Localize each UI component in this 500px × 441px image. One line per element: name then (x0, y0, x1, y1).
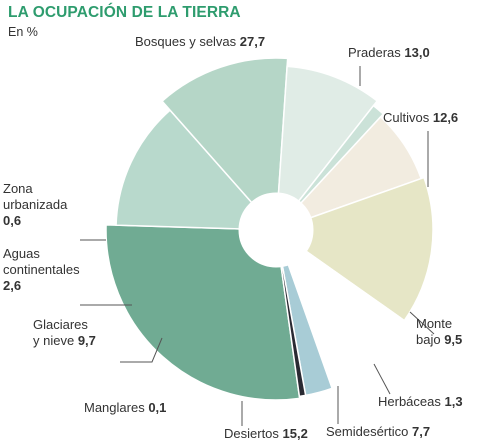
slice-zona-urbanizada (275, 229, 307, 398)
slice-desiertos (274, 176, 434, 322)
value-glaciares-y-nieve: 9,7 (78, 333, 96, 348)
leader-herbaceas (373, 363, 391, 395)
slice-praderas (115, 109, 278, 231)
slice-monte-bajo (275, 65, 379, 233)
label-bosques-y-selvas: Bosques y selvas 27,7 (135, 34, 265, 49)
slice-herbaceas (275, 104, 385, 231)
slice-labels: Bosques y selvas 27,7 Praderas 13,0 Cultiv… (3, 34, 463, 441)
label-manglares: Manglares 0,1 (84, 400, 166, 415)
value-praderas: 13,0 (404, 45, 429, 60)
value-herbaceas: 1,3 (444, 394, 462, 409)
label-desiertos: Desiertos 15,2 (224, 426, 308, 441)
value-manglares: 0,1 (148, 400, 166, 415)
label-semidesertico: Semidesértico 7,7 (326, 424, 430, 439)
leader-lines (80, 66, 435, 426)
value-zona-urbanizada: 0,6 (3, 213, 21, 228)
value-bosques-y-selvas: 27,7 (240, 34, 265, 49)
leader-glaciares-y-nieve (120, 337, 163, 363)
label-aguas-continentales: Aguas continentales 2,6 (3, 246, 80, 293)
chart-title: LA OCUPACIÓN DE LA TIERRA (8, 4, 241, 21)
pie-slices (105, 57, 434, 401)
label-herbaceas: Herbáceas 1,3 (378, 394, 463, 409)
slice-cultivos (161, 57, 289, 232)
label-cultivos: Cultivos 12,6 (383, 110, 458, 125)
label-zona-urbanizada: Zona urbanizada 0,6 (3, 181, 68, 228)
label-monte-bajo: Monte bajo 9,5 (416, 316, 462, 347)
slice-glaciares-y-nieve (274, 228, 398, 371)
donut-hole (238, 192, 314, 268)
chart-subtitle: En % (8, 25, 38, 39)
value-monte-bajo: 9,5 (444, 332, 462, 347)
leader-monte-bajo (409, 311, 435, 335)
value-semidesertico: 7,7 (412, 424, 430, 439)
value-aguas-continentales: 2,6 (3, 278, 21, 293)
label-praderas: Praderas 13,0 (348, 45, 430, 60)
value-cultivos: 12,6 (433, 110, 458, 125)
value-desiertos: 15,2 (283, 426, 308, 441)
slice-bosques-y-selvas (105, 224, 301, 401)
label-glaciares-y-nieve: Glaciares y nieve 9,7 (33, 317, 96, 348)
